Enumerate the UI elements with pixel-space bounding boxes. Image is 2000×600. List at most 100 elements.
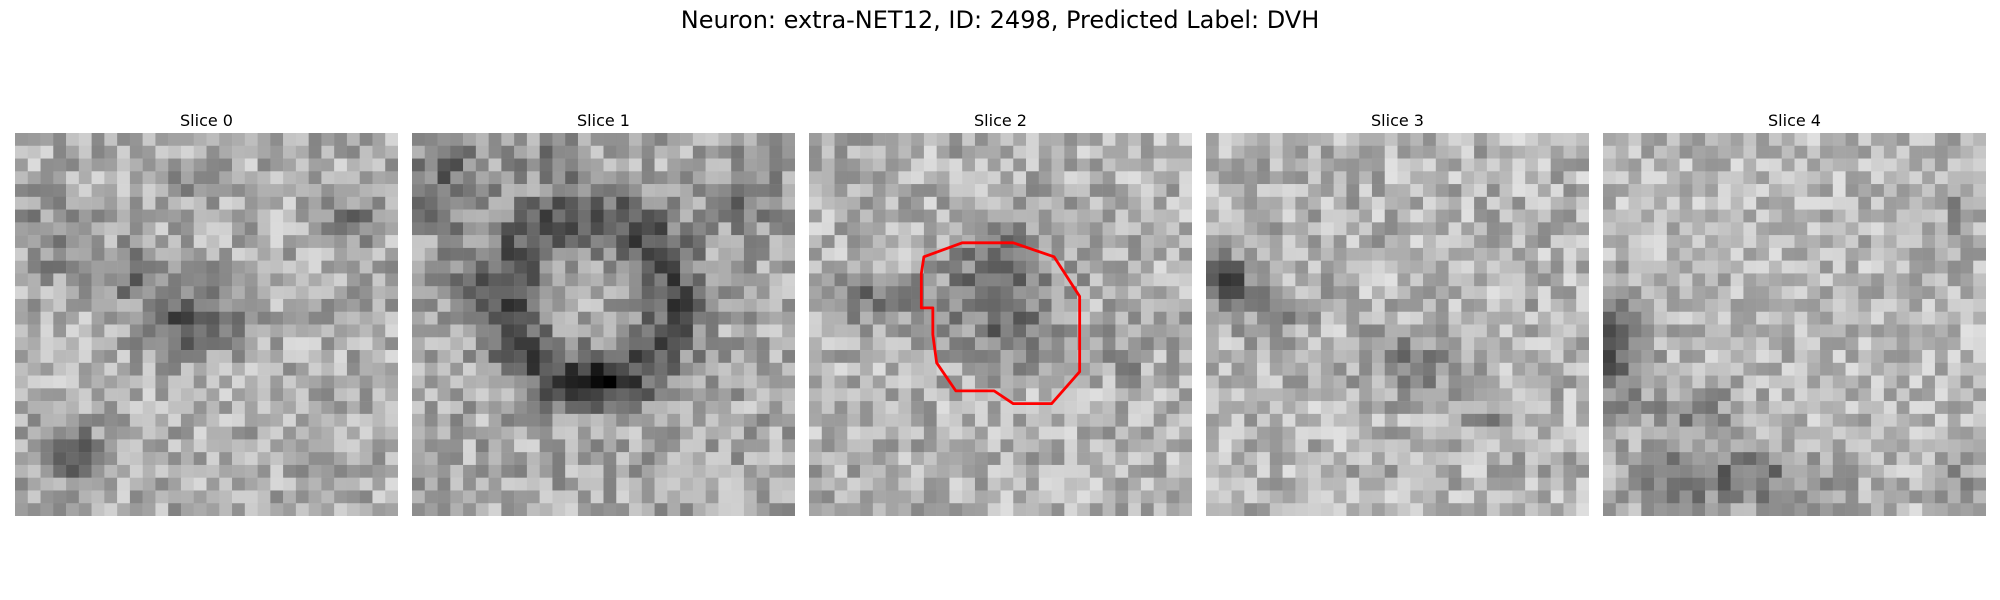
- pixel: [821, 298, 835, 312]
- pixel: [295, 350, 309, 364]
- pixel: [1102, 477, 1116, 491]
- pixel: [78, 350, 92, 364]
- pixel: [193, 298, 207, 312]
- pixel: [705, 171, 719, 185]
- pixel: [1692, 350, 1706, 364]
- pixel: [1525, 439, 1539, 453]
- pixel: [1461, 171, 1475, 185]
- pixel: [501, 503, 515, 516]
- pixel: [1077, 503, 1091, 516]
- pixel: [1038, 439, 1052, 453]
- slice-title: Slice 0: [180, 111, 233, 130]
- pixel: [1206, 209, 1220, 223]
- pixel: [654, 222, 668, 236]
- pixel: [1257, 184, 1271, 198]
- pixel: [911, 350, 925, 364]
- pixel: [1435, 196, 1449, 210]
- pixel: [616, 350, 630, 364]
- pixel: [821, 260, 835, 274]
- pixel: [463, 477, 477, 491]
- pixel: [1832, 145, 1846, 159]
- pixel: [526, 375, 540, 389]
- pixel: [577, 260, 591, 274]
- roi-contour: [919, 241, 1082, 406]
- pixel: [1474, 171, 1488, 185]
- pixel: [437, 426, 451, 440]
- pixel: [1858, 133, 1872, 147]
- pixel: [577, 439, 591, 453]
- pixel: [743, 235, 757, 249]
- pixel: [1666, 375, 1680, 389]
- pixel: [372, 362, 386, 376]
- pixel: [1550, 235, 1564, 249]
- pixel: [680, 196, 694, 210]
- pixel: [1717, 426, 1731, 440]
- pixel: [1166, 209, 1180, 223]
- pixel: [1512, 247, 1526, 261]
- pixel: [1603, 133, 1617, 147]
- pixel: [1359, 503, 1373, 516]
- pixel: [1537, 464, 1551, 478]
- pixel: [1308, 464, 1322, 478]
- pixel: [1166, 464, 1180, 478]
- pixel: [743, 145, 757, 159]
- pixel: [1410, 298, 1424, 312]
- pixel: [412, 311, 426, 325]
- pixel: [1832, 171, 1846, 185]
- pixel: [1947, 133, 1961, 147]
- pixel: [1435, 452, 1449, 466]
- pixel: [424, 260, 438, 274]
- pixel: [1615, 490, 1629, 504]
- pixel: [1576, 439, 1589, 453]
- pixel: [219, 286, 233, 300]
- pixel: [667, 413, 681, 427]
- pixel: [1679, 324, 1693, 338]
- pixel: [1883, 247, 1897, 261]
- pixel: [321, 273, 335, 287]
- pixel: [872, 375, 886, 389]
- pixel: [1346, 503, 1360, 516]
- pixel: [514, 158, 528, 172]
- pixel: [450, 145, 464, 159]
- pixel: [244, 388, 258, 402]
- pixel: [1346, 247, 1360, 261]
- pixel: [1346, 196, 1360, 210]
- pixel: [731, 311, 745, 325]
- pixel: [731, 413, 745, 427]
- pixel: [1525, 273, 1539, 287]
- pixel: [885, 362, 899, 376]
- pixel: [1794, 133, 1808, 147]
- pixel: [295, 324, 309, 338]
- pixel: [1486, 133, 1500, 147]
- pixel: [359, 235, 373, 249]
- pixel: [872, 311, 886, 325]
- pixel: [1922, 490, 1936, 504]
- pixel: [1717, 247, 1731, 261]
- pixel: [987, 171, 1001, 185]
- pixel: [1858, 477, 1872, 491]
- pixel: [1499, 337, 1513, 351]
- pixel: [1628, 324, 1642, 338]
- pixel: [359, 452, 373, 466]
- pixel: [1909, 209, 1923, 223]
- pixel: [1320, 324, 1334, 338]
- pixel: [1615, 503, 1629, 516]
- slice-image-0: [15, 133, 398, 516]
- pixel: [1730, 222, 1744, 236]
- pixel: [424, 196, 438, 210]
- pixel: [1896, 388, 1910, 402]
- pixel: [1973, 298, 1986, 312]
- pixel: [1871, 298, 1885, 312]
- pixel: [1320, 337, 1334, 351]
- pixel: [1679, 337, 1693, 351]
- pixel: [1807, 286, 1821, 300]
- pixel: [1179, 490, 1192, 504]
- pixel: [885, 426, 899, 440]
- pixel: [1140, 362, 1154, 376]
- pixel: [66, 503, 80, 516]
- pixel: [475, 324, 489, 338]
- pixel: [1717, 145, 1731, 159]
- pixel: [1858, 388, 1872, 402]
- pixel: [872, 490, 886, 504]
- pixel: [180, 362, 194, 376]
